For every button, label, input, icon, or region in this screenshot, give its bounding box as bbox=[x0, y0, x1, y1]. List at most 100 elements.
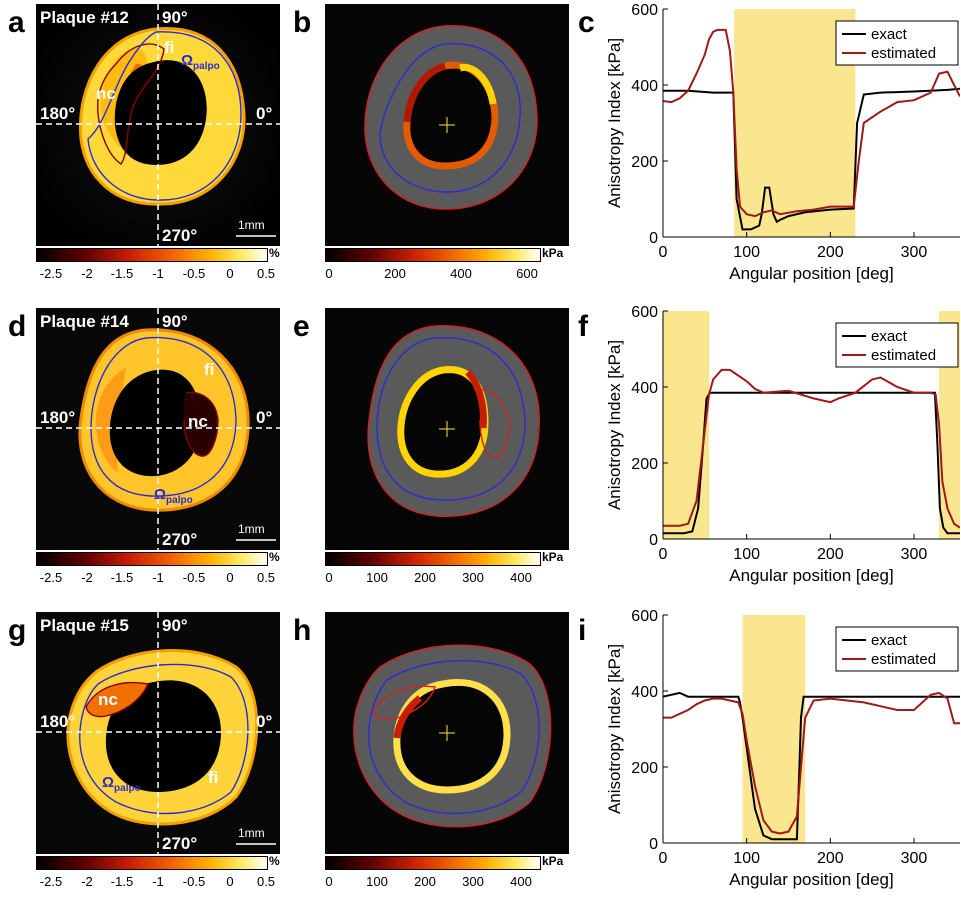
y-tick-label: 0 bbox=[649, 532, 658, 549]
omega-palpo-label: Ωpalpo bbox=[154, 486, 193, 506]
cbar-tick: -0.5 bbox=[182, 570, 206, 585]
strain-map-plaque-15: Plaque #15 90° 180° 0° 270° fi nc Ωpalpo… bbox=[36, 612, 280, 854]
series-line-estimated bbox=[663, 368, 960, 529]
angle-270-label: 270° bbox=[162, 226, 198, 245]
cbar-tick: 100 bbox=[366, 570, 388, 585]
anisotropy-chart-plaque-12: 0 200 400 600 0 100 200 300 Angular position [de… bbox=[605, 2, 960, 283]
strain-map-graphic bbox=[36, 4, 280, 246]
cbar-tick: -1.5 bbox=[110, 570, 134, 585]
y-tick-label: 600 bbox=[631, 2, 658, 19]
modulus-map-plaque-15 bbox=[325, 612, 569, 854]
legend-label-exact: exact bbox=[871, 632, 908, 649]
highlight-band bbox=[742, 615, 806, 843]
angle-90-label: 90° bbox=[162, 616, 188, 635]
ultrasound-modulus-graphic bbox=[325, 612, 569, 854]
cbar-tick: 0 bbox=[325, 874, 333, 889]
cbar-tick: -2.5 bbox=[39, 874, 63, 889]
cbar-tick: -2.5 bbox=[39, 570, 63, 585]
highlight-band bbox=[734, 9, 856, 237]
x-tick-label: 100 bbox=[733, 546, 760, 563]
cbar-tick: 0.5 bbox=[256, 874, 276, 889]
modulus-map-plaque-12 bbox=[325, 4, 569, 246]
panel-letter-h: h bbox=[293, 614, 312, 647]
modulus-colorbar bbox=[325, 248, 541, 262]
series-line-estimated bbox=[663, 691, 960, 835]
scale-bar-label: 1mm bbox=[238, 218, 265, 232]
x-tick-label: 200 bbox=[817, 244, 844, 261]
scale-bar-label: 1mm bbox=[238, 826, 265, 840]
ultrasound-modulus-graphic bbox=[325, 4, 569, 246]
anisotropy-chart-plaque-15: 0 200 400 600 0 100 200 300 Angular position [de… bbox=[605, 608, 960, 889]
cbar-tick: 100 bbox=[366, 874, 388, 889]
y-axis-label: Anisotropy Index [kPa] bbox=[605, 644, 624, 814]
highlight-band bbox=[939, 311, 960, 539]
legend-label-estimated: estimated bbox=[871, 347, 936, 364]
cbar-tick: 600 bbox=[516, 266, 538, 281]
nc-label: nc bbox=[98, 690, 118, 709]
cbar-tick: 0 bbox=[325, 570, 333, 585]
cbar-tick: 0.5 bbox=[256, 266, 276, 281]
cbar-tick: 200 bbox=[414, 570, 436, 585]
cbar-tick: 200 bbox=[414, 874, 436, 889]
panel-letter-g: g bbox=[8, 614, 27, 647]
x-tick-label: 200 bbox=[817, 546, 844, 563]
plaque-title: Plaque #12 bbox=[40, 8, 129, 27]
cbar-tick: 0 bbox=[226, 874, 234, 889]
angle-180-label: 180° bbox=[40, 408, 76, 427]
modulus-map-plaque-14 bbox=[325, 308, 569, 550]
legend-label-exact: exact bbox=[871, 26, 908, 43]
strain-colorbar bbox=[36, 248, 268, 262]
y-tick-label: 600 bbox=[631, 608, 658, 625]
legend-label-exact: exact bbox=[871, 328, 908, 345]
y-axis-label: Anisotropy Index [kPa] bbox=[605, 38, 624, 208]
panel-letter-c: c bbox=[578, 6, 595, 39]
y-tick-label: 0 bbox=[649, 836, 658, 853]
angle-270-label: 270° bbox=[162, 530, 198, 549]
fi-label: fi bbox=[208, 768, 219, 787]
panel-letter-i: i bbox=[578, 614, 587, 647]
angle-0-label: 0° bbox=[256, 104, 273, 123]
panel-letter-a: a bbox=[8, 6, 25, 39]
legend-box bbox=[835, 20, 959, 66]
strain-map-graphic bbox=[36, 308, 280, 550]
cbar-tick: -1.5 bbox=[110, 266, 134, 281]
cbar-tick: 300 bbox=[462, 874, 484, 889]
panel-letter-d: d bbox=[8, 310, 27, 343]
y-axis-label: Anisotropy Index [kPa] bbox=[605, 340, 624, 510]
nc-label: nc bbox=[188, 412, 208, 431]
cbar-tick: 0 bbox=[226, 570, 234, 585]
strain-map-plaque-12: Plaque #12 90° 180° 0° 270° fi nc Ωpalpo… bbox=[36, 4, 280, 246]
series-line-exact bbox=[663, 87, 960, 231]
x-tick-label: 300 bbox=[901, 244, 928, 261]
cbar-tick: 0 bbox=[325, 266, 333, 281]
x-tick-label: 0 bbox=[659, 244, 668, 261]
legend-box bbox=[835, 322, 959, 368]
panel-letter-f: f bbox=[578, 310, 588, 343]
y-tick-label: 200 bbox=[631, 760, 658, 777]
series-line-exact bbox=[663, 391, 960, 535]
cbar-tick: -2 bbox=[81, 874, 93, 889]
y-tick-label: 600 bbox=[631, 304, 658, 321]
anisotropy-chart-plaque-14: 0 200 400 600 0 100 200 300 Angular position [de… bbox=[605, 304, 960, 585]
y-tick-label: 200 bbox=[631, 456, 658, 473]
omega-palpo-label: Ωpalpo bbox=[102, 774, 141, 794]
x-tick-label: 0 bbox=[659, 850, 668, 867]
angle-90-label: 90° bbox=[162, 312, 188, 331]
plaque-title: Plaque #15 bbox=[40, 616, 129, 635]
y-tick-label: 0 bbox=[649, 230, 658, 247]
series-line-estimated bbox=[663, 28, 960, 218]
fi-label: fi bbox=[204, 360, 215, 379]
x-tick-label: 0 bbox=[659, 546, 668, 563]
x-axis-label: Angular position [deg] bbox=[729, 870, 893, 889]
modulus-unit: kPa bbox=[542, 854, 564, 868]
angle-0-label: 0° bbox=[256, 712, 273, 731]
scale-bar-label: 1mm bbox=[238, 522, 265, 536]
x-tick-label: 200 bbox=[817, 850, 844, 867]
x-axis-label: Angular position [deg] bbox=[729, 566, 893, 585]
angle-0-label: 0° bbox=[256, 408, 273, 427]
strain-unit: % bbox=[269, 854, 280, 868]
plaque-title: Plaque #14 bbox=[40, 312, 129, 331]
cbar-tick: -2 bbox=[81, 266, 93, 281]
cbar-tick: 200 bbox=[384, 266, 406, 281]
series-line-exact bbox=[663, 691, 960, 841]
